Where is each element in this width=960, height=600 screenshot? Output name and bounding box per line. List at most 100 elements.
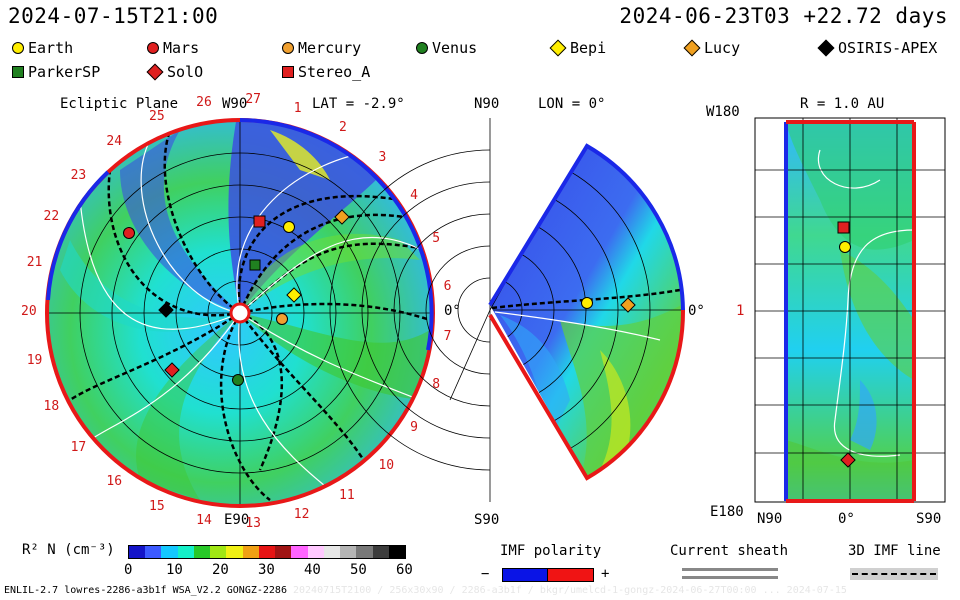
meridional-polarity-neg: [488, 143, 685, 311]
carrington-tick-label: 13: [245, 515, 261, 531]
model-date: 2024-06-23T03 +22.72 days: [619, 4, 948, 28]
colorbar-swatch: [372, 546, 389, 558]
carrington-tick-label: 14: [196, 512, 212, 528]
parkersp-marker-icon: [12, 66, 24, 78]
current-sheath-label: Current sheath: [670, 543, 789, 559]
footer: ENLIL-2.7 lowres-2286-a3b1f WSA_V2.2 GON…: [4, 585, 847, 596]
legend-label: ParkerSP: [28, 63, 101, 81]
colorbar-tick-label: 50: [350, 562, 367, 578]
meridional-n90-label: N90: [474, 96, 500, 112]
colorbar-swatch: [307, 546, 324, 558]
colorbar-tick-label: 30: [258, 562, 275, 578]
ecliptic-lat-label: LAT = -2.9°: [312, 96, 405, 112]
carrington-tick-label: 27: [245, 92, 261, 108]
legend-label: Lucy: [704, 39, 741, 57]
ecliptic-markers: [123, 209, 350, 386]
bepi-marker: [286, 287, 302, 303]
shell-radius-label: R = 1.0 AU: [800, 96, 885, 112]
colorbar-swatch: [258, 546, 276, 558]
legend-bepi: Bepi: [549, 39, 607, 57]
legend-parkersp: ParkerSP: [12, 63, 100, 81]
meridional-zero-label: 0°: [688, 303, 705, 319]
ecliptic-polarity-neg-arc: [46, 170, 110, 301]
footer-run-id: ENLIL-2.7 lowres-2286-a3b1f WSA_V2.2 GON…: [4, 585, 287, 596]
colorbar-swatch: [210, 546, 227, 558]
legend-venus: Venus: [416, 39, 477, 57]
shell-one-label: 1: [736, 303, 745, 319]
shell-e180-label: E180: [710, 504, 744, 520]
current-sheath-line: [682, 568, 778, 571]
solo-marker: [840, 452, 856, 468]
colorbar-tick-label: 60: [396, 562, 413, 578]
mars-marker: [123, 227, 135, 239]
carrington-tick-label: 4: [410, 187, 418, 203]
ecliptic-polarity-neg-arc: [239, 118, 434, 351]
carrington-tick-label: 25: [149, 109, 165, 125]
shell-xtick-0: 0°: [838, 511, 855, 527]
meridional-polarity-pos: [488, 309, 686, 481]
colorbar: [128, 545, 406, 559]
shell-w180-label: W180: [706, 104, 740, 120]
shell-grid: [755, 118, 945, 502]
legend-solo: SolO: [146, 63, 203, 81]
stereo-a-marker: [837, 221, 850, 234]
carrington-tick-label: 24: [106, 133, 123, 149]
lucy-marker: [620, 297, 636, 313]
colorbar-swatch: [275, 546, 292, 558]
imf-positive-swatch: [547, 568, 594, 582]
carrington-tick-label: 17: [70, 440, 87, 456]
carrington-tick-label: 22: [43, 208, 60, 224]
colorbar-swatch: [323, 546, 341, 558]
colorbar-swatch: [356, 546, 373, 558]
legend-label: Venus: [432, 39, 478, 57]
carrington-tick-label: 6: [443, 279, 452, 295]
imf-polarity-label: IMF polarity: [500, 543, 602, 559]
colorbar-swatch: [388, 546, 405, 558]
colorbar-swatch: [291, 546, 308, 558]
carrington-tick-label: 23: [70, 167, 87, 183]
carrington-tick-label: 26: [196, 95, 212, 111]
carrington-tick-label: 19: [26, 352, 43, 368]
legend-mercury: Mercury: [282, 39, 361, 57]
legend-label: Bepi: [570, 39, 607, 57]
sun-icon: [229, 302, 251, 324]
venus-marker: [232, 374, 244, 386]
carrington-tick-label: 15: [149, 498, 165, 514]
stereo-a-marker: [253, 215, 266, 228]
carrington-tick-label: 12: [293, 507, 310, 523]
colorbar-swatch: [129, 546, 146, 558]
imf-line-swatch: [850, 568, 938, 580]
colorbar-tick-label: 10: [166, 562, 183, 578]
earth-marker-icon: [12, 42, 24, 54]
carrington-tick-label: 3: [378, 149, 387, 165]
shell-xtick-n90: N90: [757, 511, 783, 527]
ecliptic-grid: [47, 120, 433, 506]
colorbar-swatch: [242, 546, 259, 558]
imf-line-dash: [852, 573, 936, 575]
carrington-tick-label: 5: [432, 231, 441, 247]
current-sheath-line: [682, 576, 778, 579]
shell-xtick-s90: S90: [916, 511, 942, 527]
carrington-tick-label: 8: [432, 376, 441, 392]
legend-lucy: Lucy: [683, 39, 741, 57]
legend-label: Stereo_A: [298, 63, 371, 81]
earth-marker: [839, 241, 851, 253]
mercury-marker-icon: [282, 42, 294, 54]
colorbar-tick-label: 20: [212, 562, 229, 578]
ecliptic-zero-label: 0°: [444, 303, 461, 319]
imf-negative-swatch: [502, 568, 549, 582]
legend-label: OSIRIS-APEX: [838, 39, 938, 57]
colorbar-swatch: [340, 546, 357, 558]
shell-panel: [754, 117, 946, 503]
colorbar-tick-label: 40: [304, 562, 321, 578]
imf-minus-label: −: [481, 566, 490, 582]
carrington-tick-label: 7: [443, 328, 452, 344]
legend-earth: Earth: [12, 39, 73, 57]
carrington-tick-label: 21: [26, 255, 43, 271]
carrington-tick-label: 1: [293, 100, 302, 116]
run-date: 2024-07-15T21:00: [8, 4, 219, 28]
solo-marker: [164, 362, 180, 378]
shell-markers: [837, 221, 856, 468]
carrington-tick-label: 18: [43, 399, 60, 415]
